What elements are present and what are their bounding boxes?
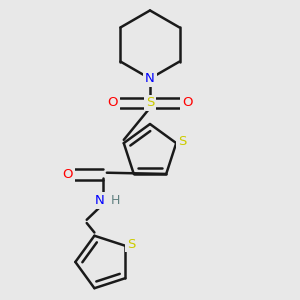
Text: S: S [146, 96, 154, 110]
Text: O: O [107, 96, 118, 110]
Text: S: S [178, 135, 186, 148]
Text: O: O [182, 96, 193, 110]
Text: N: N [95, 194, 105, 207]
Text: N: N [145, 72, 155, 85]
Text: H: H [111, 194, 121, 207]
Text: O: O [63, 168, 73, 181]
Text: S: S [127, 238, 135, 250]
